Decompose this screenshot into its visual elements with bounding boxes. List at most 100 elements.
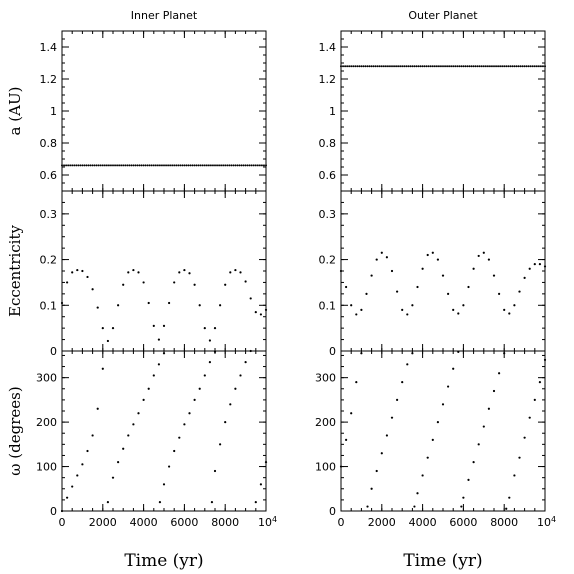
data-point xyxy=(503,308,506,311)
data-point xyxy=(431,251,434,254)
data-point xyxy=(103,164,106,167)
data-point xyxy=(508,312,511,315)
data-point xyxy=(250,164,253,167)
data-point xyxy=(528,416,531,419)
data-point xyxy=(393,65,396,68)
data-point xyxy=(521,65,524,68)
data-point xyxy=(358,65,361,68)
data-point xyxy=(411,304,414,307)
data-point xyxy=(73,164,76,167)
data-point xyxy=(531,65,534,68)
data-point xyxy=(355,381,358,384)
data-point xyxy=(460,65,463,68)
data-point xyxy=(421,474,424,477)
data-point xyxy=(401,381,404,384)
data-point xyxy=(509,65,512,68)
data-point xyxy=(350,412,353,415)
data-point xyxy=(122,447,125,450)
data-point xyxy=(246,164,249,167)
data-point xyxy=(370,65,373,68)
x-tick-label: 2000 xyxy=(89,516,117,529)
data-point xyxy=(406,313,409,316)
data-point xyxy=(539,65,542,68)
column-title-inner-planet: Inner Planet xyxy=(131,9,198,22)
data-point xyxy=(467,478,470,481)
data-point xyxy=(244,280,247,283)
data-point xyxy=(264,461,268,464)
data-point xyxy=(132,268,135,272)
data-point xyxy=(254,501,257,504)
data-point xyxy=(525,65,528,68)
data-point xyxy=(446,65,449,68)
data-point xyxy=(137,412,140,415)
data-point xyxy=(399,65,402,68)
data-point xyxy=(244,164,247,167)
data-point xyxy=(169,164,172,167)
data-point xyxy=(501,65,504,68)
data-point xyxy=(464,65,467,68)
data-point xyxy=(505,65,508,68)
data-point xyxy=(360,308,363,311)
data-point xyxy=(109,164,112,167)
data-point xyxy=(380,452,383,455)
y-tick-label: 0.6 xyxy=(319,169,337,182)
data-point xyxy=(236,164,239,167)
data-point xyxy=(107,164,110,167)
data-point xyxy=(239,271,242,274)
data-point xyxy=(117,461,120,464)
data-point xyxy=(372,65,375,68)
data-point xyxy=(376,65,379,68)
data-point xyxy=(396,290,399,293)
data-point xyxy=(256,164,259,167)
data-point xyxy=(477,443,480,446)
data-point xyxy=(93,164,96,167)
data-point xyxy=(541,65,544,68)
data-point xyxy=(91,164,94,167)
data-point xyxy=(452,65,455,68)
data-point xyxy=(228,164,231,167)
data-point xyxy=(350,304,353,307)
data-point xyxy=(198,387,201,390)
data-point xyxy=(478,65,481,68)
data-point xyxy=(178,436,181,439)
panel-outer-planet-eccentricity: 0 0.1 0.2 0.3 xyxy=(319,190,547,358)
data-point xyxy=(346,65,349,68)
data-point xyxy=(203,327,206,330)
data-point xyxy=(211,164,214,167)
data-point xyxy=(425,65,428,68)
data-point xyxy=(529,65,532,68)
data-point xyxy=(117,304,120,307)
data-point xyxy=(401,308,404,311)
data-point xyxy=(61,164,63,167)
data-point xyxy=(470,65,473,68)
data-point xyxy=(208,339,211,342)
x-tick-label: 8000 xyxy=(490,516,518,529)
data-point xyxy=(543,265,547,268)
data-point xyxy=(503,352,506,355)
data-point xyxy=(193,283,196,286)
data-point xyxy=(86,275,89,279)
data-point xyxy=(75,164,78,167)
data-point xyxy=(366,505,369,508)
data-point xyxy=(480,65,483,68)
data-point xyxy=(460,505,463,508)
data-point xyxy=(199,164,202,167)
data-point xyxy=(375,258,378,261)
data-point xyxy=(490,65,493,68)
data-point xyxy=(386,65,389,68)
panel-inner-planet-a: 0.6 0.8 1 1.2 1.4 xyxy=(40,30,267,192)
y-tick-label: 1.4 xyxy=(319,41,337,54)
data-point xyxy=(183,164,186,167)
data-point xyxy=(96,306,99,309)
data-point xyxy=(66,281,69,284)
y-tick-label: 200 xyxy=(315,416,336,429)
data-point xyxy=(477,254,480,258)
data-point xyxy=(482,425,485,428)
data-point xyxy=(448,65,451,68)
data-point xyxy=(60,509,64,513)
data-point xyxy=(518,290,521,293)
data-point xyxy=(352,65,355,68)
y-tick-label: 200 xyxy=(36,416,57,429)
data-point xyxy=(71,164,74,167)
data-point xyxy=(242,164,245,167)
